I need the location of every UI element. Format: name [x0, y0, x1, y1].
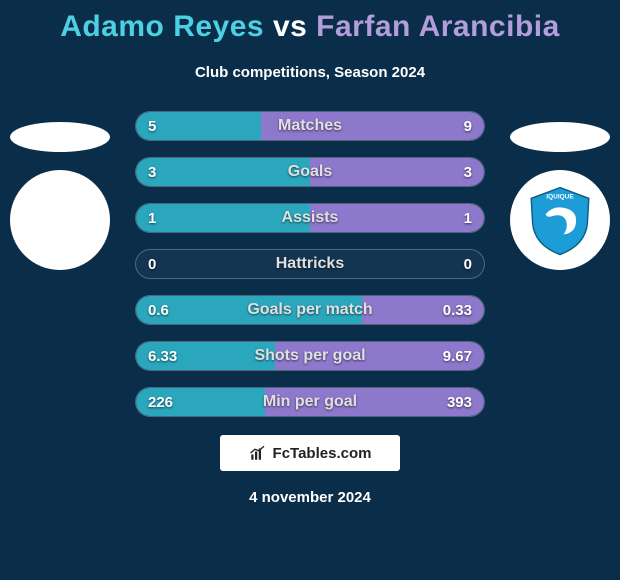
stat-label: Matches — [136, 112, 484, 140]
logo-text: FcTables.com — [273, 445, 372, 462]
subtitle: Club competitions, Season 2024 — [0, 64, 620, 81]
player2-photo-placeholder — [510, 122, 610, 152]
stat-label: Hattricks — [136, 250, 484, 278]
vs-text: vs — [273, 10, 307, 43]
stat-row: 0.60.33Goals per match — [135, 295, 485, 325]
player2-club-logo: IQUIQUE — [510, 170, 610, 270]
stat-label: Goals — [136, 158, 484, 186]
stat-row: 6.339.67Shots per goal — [135, 341, 485, 371]
stat-row: 00Hattricks — [135, 249, 485, 279]
stat-row: 59Matches — [135, 111, 485, 141]
comparison-title: Adamo Reyes vs Farfan Arancibia — [0, 0, 620, 44]
stat-label: Goals per match — [136, 296, 484, 324]
stat-row: 33Goals — [135, 157, 485, 187]
shield-icon: IQUIQUE — [524, 184, 596, 256]
stat-label: Shots per goal — [136, 342, 484, 370]
date-text: 4 november 2024 — [0, 489, 620, 506]
stat-label: Min per goal — [136, 388, 484, 416]
player1-club-logo — [10, 170, 110, 270]
player1-photo-placeholder — [10, 122, 110, 152]
svg-text:IQUIQUE: IQUIQUE — [546, 193, 574, 200]
stat-label: Assists — [136, 204, 484, 232]
stat-row: 11Assists — [135, 203, 485, 233]
fctables-logo[interactable]: FcTables.com — [220, 435, 400, 471]
stats-bars-container: 59Matches 33Goals 11Assists 00Hattricks 0.60… — [135, 111, 485, 417]
player2-name: Farfan Arancibia — [316, 10, 560, 43]
player1-name: Adamo Reyes — [60, 10, 264, 43]
stat-row: 226393Min per goal — [135, 387, 485, 417]
chart-icon — [249, 444, 267, 462]
